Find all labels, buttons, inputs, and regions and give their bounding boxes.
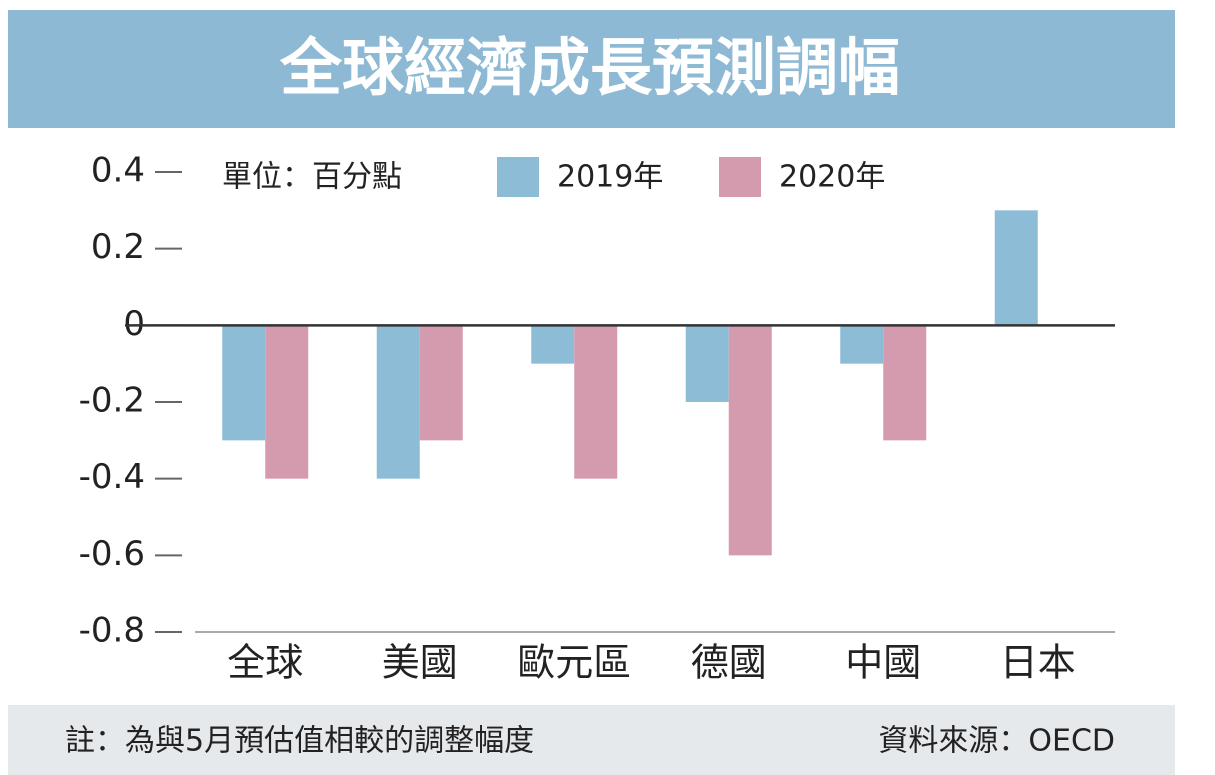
x-tick-label: 德國 (691, 641, 767, 685)
x-tick-label: 美國 (382, 641, 458, 685)
legend-swatch (497, 157, 539, 197)
bar (419, 325, 463, 441)
legend-label: 2020年 (779, 160, 885, 195)
bar (265, 325, 309, 479)
x-tick-label: 歐元區 (517, 641, 631, 685)
bar (840, 325, 884, 364)
bar (531, 325, 575, 364)
bar (574, 325, 618, 479)
bar (994, 210, 1038, 326)
source: 資料來源：OECD (878, 724, 1115, 759)
legend-swatch (719, 157, 761, 197)
y-tick-label: 0 (123, 304, 145, 344)
y-tick-label: -0.2 (79, 381, 145, 421)
chart-title: 全球經濟成長預測調幅 (279, 31, 900, 104)
y-tick-label: 0.4 (91, 151, 145, 191)
bar (376, 325, 420, 479)
legend-label: 2019年 (557, 160, 663, 195)
footer-band (8, 705, 1175, 775)
y-tick-label: -0.4 (79, 457, 145, 497)
x-tick-label: 日本 (1000, 641, 1076, 685)
y-tick-label: -0.6 (79, 534, 145, 574)
bar (222, 325, 266, 441)
bar (685, 325, 729, 402)
unit-label: 單位：百分點 (222, 160, 402, 195)
x-tick-label: 中國 (845, 641, 921, 685)
bar (883, 325, 927, 441)
bar (728, 325, 772, 556)
title-band (8, 10, 1175, 128)
note: 註：為與5月預估值相較的調整幅度 (65, 724, 534, 759)
y-tick-label: 0.2 (91, 227, 145, 267)
y-tick-label: -0.8 (79, 611, 145, 651)
x-tick-label: 全球 (227, 641, 303, 685)
